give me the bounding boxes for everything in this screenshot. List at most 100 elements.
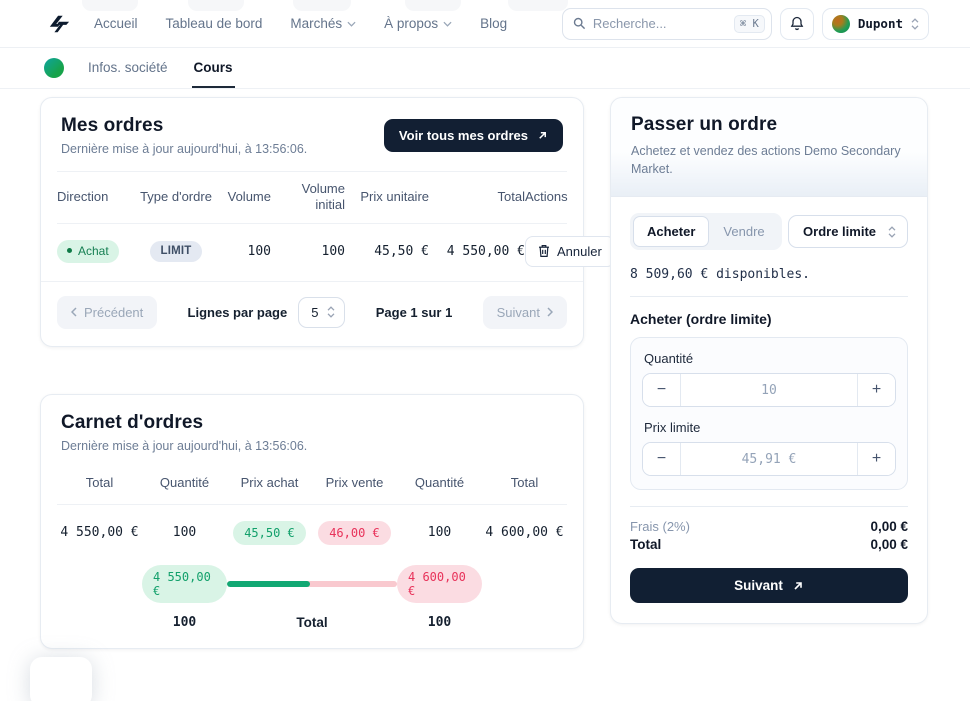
page-info: Page 1 sur 1 — [375, 304, 453, 320]
chevron-right-icon — [547, 307, 553, 317]
tab-infos-societe[interactable]: Infos. société — [86, 48, 170, 88]
order-volume: 100 — [247, 243, 271, 259]
col-sell-total: Total — [510, 474, 539, 490]
buy-total: 4 550,00 € — [60, 525, 139, 541]
nav-link-label: Tableau de bord — [165, 16, 263, 31]
order-unit-price: 45,50 € — [374, 243, 429, 259]
buy-tab-button[interactable]: Acheter — [633, 216, 710, 248]
col-actions: Actions — [525, 189, 568, 205]
nav-links: Accueil Tableau de bord Marchés À propos… — [94, 16, 507, 31]
quantity-stepper: − 10 + — [642, 373, 896, 408]
nav-link-blog[interactable]: Blog — [480, 16, 507, 31]
chevron-down-icon — [347, 21, 356, 27]
order-book-subtitle: Dernière mise à jour aujourd'hui, à 13:5… — [61, 438, 308, 453]
nav-link-a-propos[interactable]: À propos — [384, 16, 452, 31]
view-all-orders-label: Voir tous mes ordres — [398, 128, 528, 143]
nav-link-label: Blog — [480, 16, 508, 31]
prev-page-button[interactable]: Précédent — [57, 295, 158, 329]
nav-link-marches[interactable]: Marchés — [290, 16, 356, 31]
chevron-left-icon — [71, 307, 77, 317]
order-type-value: Ordre limite — [803, 224, 876, 240]
search-shortcut-kbd: ⌘ K — [733, 14, 765, 33]
trash-icon — [539, 245, 549, 257]
nav-link-accueil[interactable]: Accueil — [94, 16, 138, 31]
navbar-right: ⌘ K Dupont — [561, 7, 929, 40]
col-prix-unitaire: Prix unitaire — [360, 189, 429, 205]
summary-buy-qty: 100 — [172, 614, 197, 630]
nav-hover-ghost — [508, 0, 568, 11]
limit-price-input[interactable]: 45,91 € — [741, 451, 797, 467]
col-direction: Direction — [57, 189, 109, 205]
user-menu-button[interactable]: Dupont — [821, 7, 929, 40]
chevron-updown-icon — [328, 306, 335, 318]
nav-hover-ghost — [188, 0, 244, 11]
next-page-button[interactable]: Suivant — [482, 295, 567, 329]
cancel-order-label: Annuler — [557, 243, 602, 259]
order-book-table-header: Total Quantité Prix achat Prix vente Qua… — [57, 463, 567, 505]
place-order-title: Passer un ordre — [631, 114, 778, 135]
search-input[interactable] — [592, 16, 727, 31]
company-tabbar: Infos. société Cours — [0, 48, 970, 89]
summary-sell-total-badge: 4 600,00 € — [397, 564, 482, 603]
order-book-summary: 4 550,00 € 4 600,00 € — [57, 555, 567, 605]
tab-cours[interactable]: Cours — [191, 48, 235, 88]
total-row: Total 0,00 € — [630, 537, 908, 552]
avatar — [831, 14, 850, 33]
col-volume-initial: Volume initial — [301, 181, 345, 213]
depth-bar-fill — [227, 580, 311, 587]
col-volume: Volume — [227, 189, 271, 205]
order-volume-initial: 100 — [321, 243, 345, 259]
order-total-value: 0,00 € — [870, 537, 908, 553]
submit-order-button[interactable]: Suivant — [630, 568, 908, 604]
direction-badge: Achat — [57, 239, 119, 263]
cancel-order-button[interactable]: Annuler — [525, 235, 615, 267]
nav-hover-ghost — [405, 0, 461, 11]
left-column: Mes ordres Dernière mise à jour aujourd'… — [40, 97, 615, 649]
brand-logo-icon[interactable] — [44, 13, 74, 35]
sell-tab-button[interactable]: Vendre — [709, 216, 778, 247]
place-order-card: Passer un ordre Achetez et vendez des ac… — [610, 97, 928, 625]
notifications-button[interactable] — [779, 7, 814, 40]
place-order-subtitle: Achetez et vendez des actions Demo Secon… — [631, 144, 901, 177]
limit-price-increment-button[interactable]: + — [857, 443, 895, 476]
nav-hover-ghost — [293, 0, 351, 11]
summary-buy-total-badge: 4 550,00 € — [142, 564, 227, 603]
my-orders-table: Direction Type d'ordre Volume Volume ini… — [57, 171, 615, 281]
limit-price-decrement-button[interactable]: − — [643, 443, 681, 476]
divider — [630, 296, 908, 298]
chevron-updown-icon — [911, 17, 919, 30]
limit-price-label: Prix limite — [644, 420, 701, 436]
quantity-input[interactable]: 10 — [761, 382, 777, 398]
place-order-header: Passer un ordre Achetez et vendez des ac… — [611, 98, 927, 198]
quantity-increment-button[interactable]: + — [857, 374, 895, 407]
nav-link-label: Marchés — [290, 16, 343, 31]
limit-price-stepper: − 45,91 € + — [642, 442, 896, 477]
depth-bar — [227, 580, 397, 587]
order-total-label: Total — [630, 537, 662, 553]
fees-label: Frais (2%) — [630, 519, 690, 535]
order-type-select[interactable]: Ordre limite — [788, 215, 908, 249]
bell-icon — [790, 16, 804, 31]
nav-link-tableau-de-bord[interactable]: Tableau de bord — [166, 16, 263, 31]
my-orders-header: Mes ordres Dernière mise à jour aujourd'… — [41, 98, 583, 171]
sell-price-badge: 46,00 € — [318, 520, 391, 545]
view-all-orders-button[interactable]: Voir tous mes ordres — [383, 119, 563, 152]
fees-value: 0,00 € — [870, 519, 908, 535]
rows-per-page-value: 5 — [311, 304, 319, 320]
search-box[interactable]: ⌘ K — [561, 7, 772, 40]
rows-per-page-select[interactable]: 5 — [298, 296, 346, 328]
my-orders-table-header: Direction Type d'ordre Volume Volume ini… — [57, 171, 568, 224]
tab-label: Cours — [193, 59, 233, 75]
col-type: Type d'ordre — [140, 189, 212, 205]
pagination: Précédent Lignes par page 5 Page 1 sur 1… — [41, 280, 583, 346]
user-name: Dupont — [857, 16, 903, 31]
chevron-down-icon — [443, 21, 452, 27]
col-sell-qty: Quantité — [414, 474, 465, 490]
quantity-decrement-button[interactable]: − — [643, 374, 681, 407]
nav-hover-ghost — [82, 0, 138, 11]
buy-price-badge: 45,50 € — [233, 520, 306, 545]
my-orders-card: Mes ordres Dernière mise à jour aujourd'… — [40, 97, 615, 347]
arrow-up-right-icon — [539, 132, 546, 139]
order-book-row: 4 550,00 € 100 45,50 € 46,00 € 100 4 600… — [57, 505, 567, 555]
fees-row: Frais (2%) 0,00 € — [630, 519, 908, 534]
